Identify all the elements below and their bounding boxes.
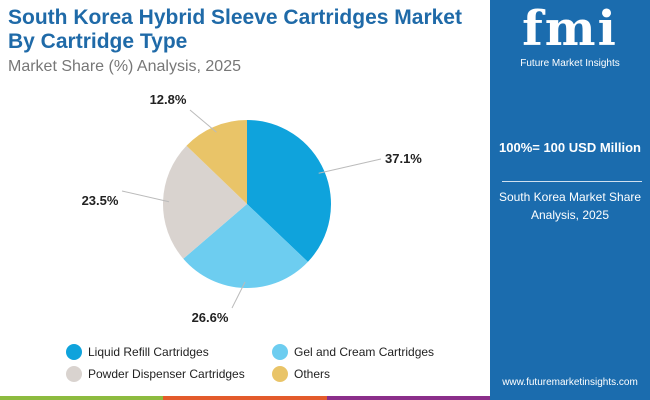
pie-slice xyxy=(186,120,247,204)
pie-chart: 37.1% 26.6% 23.5% 12.8% xyxy=(82,92,423,325)
divider xyxy=(502,181,642,182)
panel-description: South Korea Market Share Analysis, 2025 xyxy=(498,190,642,222)
chart-title: South Korea Hybrid Sleeve Cartridges Mar… xyxy=(8,6,462,53)
legend-label: Liquid Refill Cartridges xyxy=(88,345,209,359)
fmi-logo: fmi xyxy=(522,4,618,54)
data-label: 37.1% xyxy=(385,151,422,166)
legend-item-others: Others xyxy=(272,366,330,382)
footer-color-bar xyxy=(0,396,490,400)
leader-line xyxy=(189,109,217,133)
leader-line xyxy=(231,281,246,309)
legend-swatch xyxy=(66,344,82,360)
legend-item-gel-cream: Gel and Cream Cartridges xyxy=(272,344,434,360)
data-label: 23.5% xyxy=(82,193,119,208)
chart-subtitle: Market Share (%) Analysis, 2025 xyxy=(8,58,241,75)
legend-swatch xyxy=(66,366,82,382)
data-label: 12.8% xyxy=(150,92,187,107)
market-total: 100%= 100 USD Million xyxy=(499,140,641,155)
footer-bar-purple xyxy=(326,396,490,400)
leader-line xyxy=(318,158,382,174)
website-link[interactable]: www.futuremarketinsights.com xyxy=(502,377,638,388)
legend-swatch xyxy=(272,344,288,360)
legend-label: Gel and Cream Cartridges xyxy=(294,345,435,359)
info-panel: fmi Future Market Insights 100%= 100 USD… xyxy=(490,0,650,400)
legend-label: Others xyxy=(294,367,331,381)
legend-item-liquid-refill: Liquid Refill Cartridges xyxy=(66,344,209,360)
legend-label: Powder Dispenser Cartridges xyxy=(88,367,245,381)
pie-slice xyxy=(163,145,247,259)
pie-slice xyxy=(183,204,308,288)
logo-text: Future Market Insights xyxy=(520,58,620,69)
footer-bar-green xyxy=(0,396,164,400)
leader-line xyxy=(121,190,170,203)
data-label: 26.6% xyxy=(192,310,229,325)
legend-item-powder-dispenser: Powder Dispenser Cartridges xyxy=(66,366,245,382)
pie-slice xyxy=(247,120,331,262)
footer-bar-orange xyxy=(163,396,327,400)
legend-swatch xyxy=(272,366,288,382)
